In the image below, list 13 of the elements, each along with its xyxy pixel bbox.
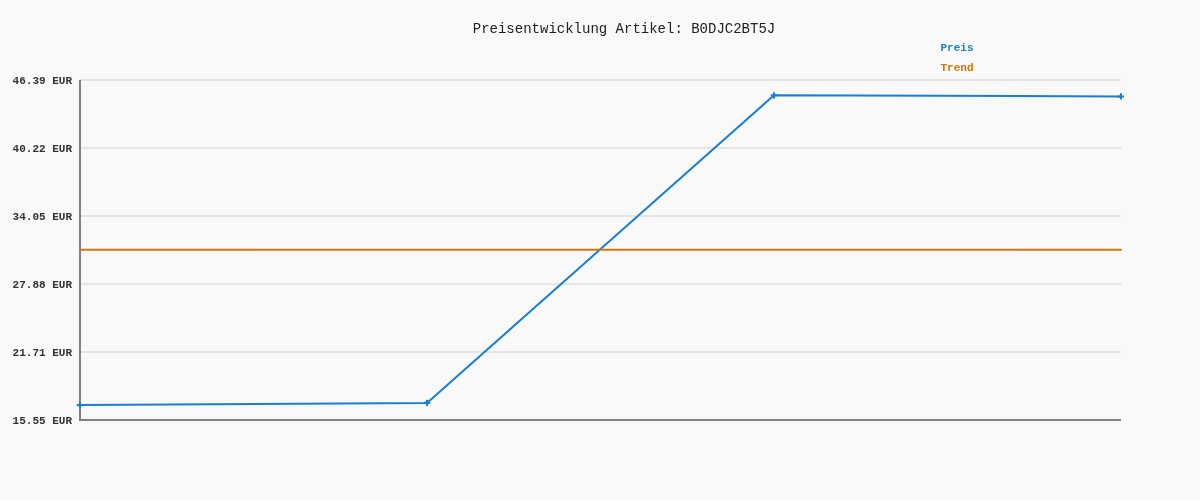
y-tick-label: 15.55 EUR xyxy=(12,414,73,427)
y-tick-label: 46.39 EUR xyxy=(12,74,73,87)
y-tick-label: 34.05 EUR xyxy=(12,210,73,223)
chart-title: Preisentwicklung Artikel: B0DJC2BT5J xyxy=(472,21,776,37)
text: Preis xyxy=(940,41,974,54)
point xyxy=(76,401,84,409)
y-tick-label: 40.22 EUR xyxy=(12,142,73,155)
text: Trend xyxy=(940,61,974,74)
point xyxy=(423,399,431,407)
point xyxy=(1117,93,1125,100)
y-tick-label: 27.88 EUR xyxy=(12,278,73,291)
point xyxy=(770,92,778,99)
y-tick-label: 21.71 EUR xyxy=(12,346,73,359)
